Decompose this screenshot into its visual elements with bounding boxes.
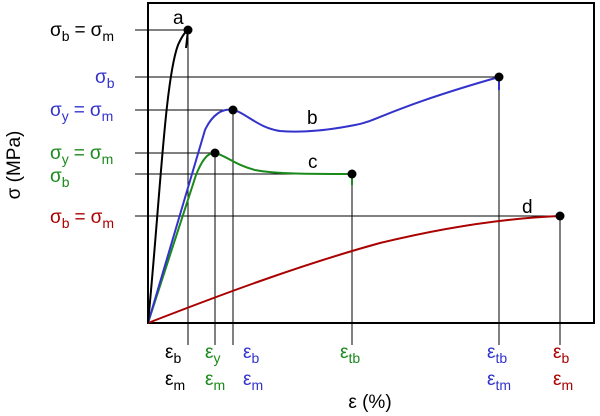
symbol: σ [95, 67, 107, 88]
subscript: tm [495, 377, 511, 393]
point [210, 148, 220, 158]
curve [147, 151, 353, 324]
symbol: ε [243, 342, 252, 363]
symbol: σ [50, 20, 62, 41]
subscript: b [173, 350, 181, 366]
x-axis-title: ε (%) [348, 392, 391, 413]
curve [147, 215, 561, 324]
curve [147, 75, 500, 324]
subscript: b [561, 350, 569, 366]
relation: = [74, 100, 85, 121]
subscript: m [102, 215, 114, 231]
x-label: εb [243, 342, 259, 366]
y-label: σy = σm [50, 143, 113, 167]
subscript: tb [348, 350, 360, 366]
subscript: b [62, 215, 70, 231]
subscript: m [102, 28, 114, 44]
subscript: m [173, 377, 185, 393]
x-label: εm [243, 369, 263, 393]
subscript: b [62, 174, 70, 190]
x-label: εm [553, 369, 573, 393]
points [183, 25, 565, 221]
symbol: ε [487, 342, 496, 363]
symbol: σ [50, 207, 62, 228]
symbol: ε [340, 342, 349, 363]
subscript: m [561, 377, 573, 393]
symbol: ε [487, 369, 496, 390]
x-label: εtm [487, 369, 511, 393]
subscript: m [102, 151, 114, 167]
point [228, 105, 238, 115]
symbol: ε [553, 369, 562, 390]
symbol: σ [90, 143, 102, 164]
symbol: ε [553, 342, 562, 363]
subscript: m [251, 377, 263, 393]
x-label: εy [205, 342, 220, 366]
y-label: σb [50, 166, 70, 190]
symbol: ε [165, 342, 174, 363]
plot-frame [147, 2, 595, 324]
point [347, 169, 357, 179]
subscript: m [102, 108, 114, 124]
y-label: σb = σm [50, 207, 114, 231]
symbol: σ [50, 100, 62, 121]
subscript: y [62, 108, 69, 124]
subscript: b [107, 75, 115, 91]
x-label: εb [165, 342, 181, 366]
subscript: y [62, 151, 69, 167]
guides [135, 29, 561, 345]
y-label: σb = σm [50, 20, 114, 44]
point [183, 25, 193, 35]
curve [147, 27, 190, 324]
relation: = [75, 20, 86, 41]
symbol: ε [205, 369, 214, 390]
symbol: σ [90, 100, 102, 121]
subscript: m [213, 377, 225, 393]
x-label: εm [205, 369, 225, 393]
y-label: σy = σm [50, 100, 113, 124]
y-axis-title: σ (MPa) [4, 131, 25, 200]
point [555, 211, 565, 221]
symbol: σ [91, 20, 103, 41]
symbol: ε [205, 342, 214, 363]
symbol: ε [165, 369, 174, 390]
symbol: σ [50, 143, 62, 164]
x-label: εtb [487, 342, 507, 366]
relation: = [74, 143, 85, 164]
x-label: εb [553, 342, 569, 366]
symbol: ε [243, 369, 252, 390]
curve-label: c [308, 152, 318, 173]
subscript: tb [495, 350, 507, 366]
x-label: εtb [340, 342, 360, 366]
point [494, 72, 504, 82]
y-label: σb [95, 67, 115, 91]
symbol: σ [50, 166, 62, 187]
curve-label: d [522, 197, 533, 218]
subscript: y [213, 350, 220, 366]
x-label: εm [165, 369, 185, 393]
relation: = [75, 207, 86, 228]
subscript: b [62, 28, 70, 44]
curve-label: a [173, 8, 184, 29]
subscript: b [251, 350, 259, 366]
curve-label: b [307, 108, 318, 129]
symbol: σ [91, 207, 103, 228]
